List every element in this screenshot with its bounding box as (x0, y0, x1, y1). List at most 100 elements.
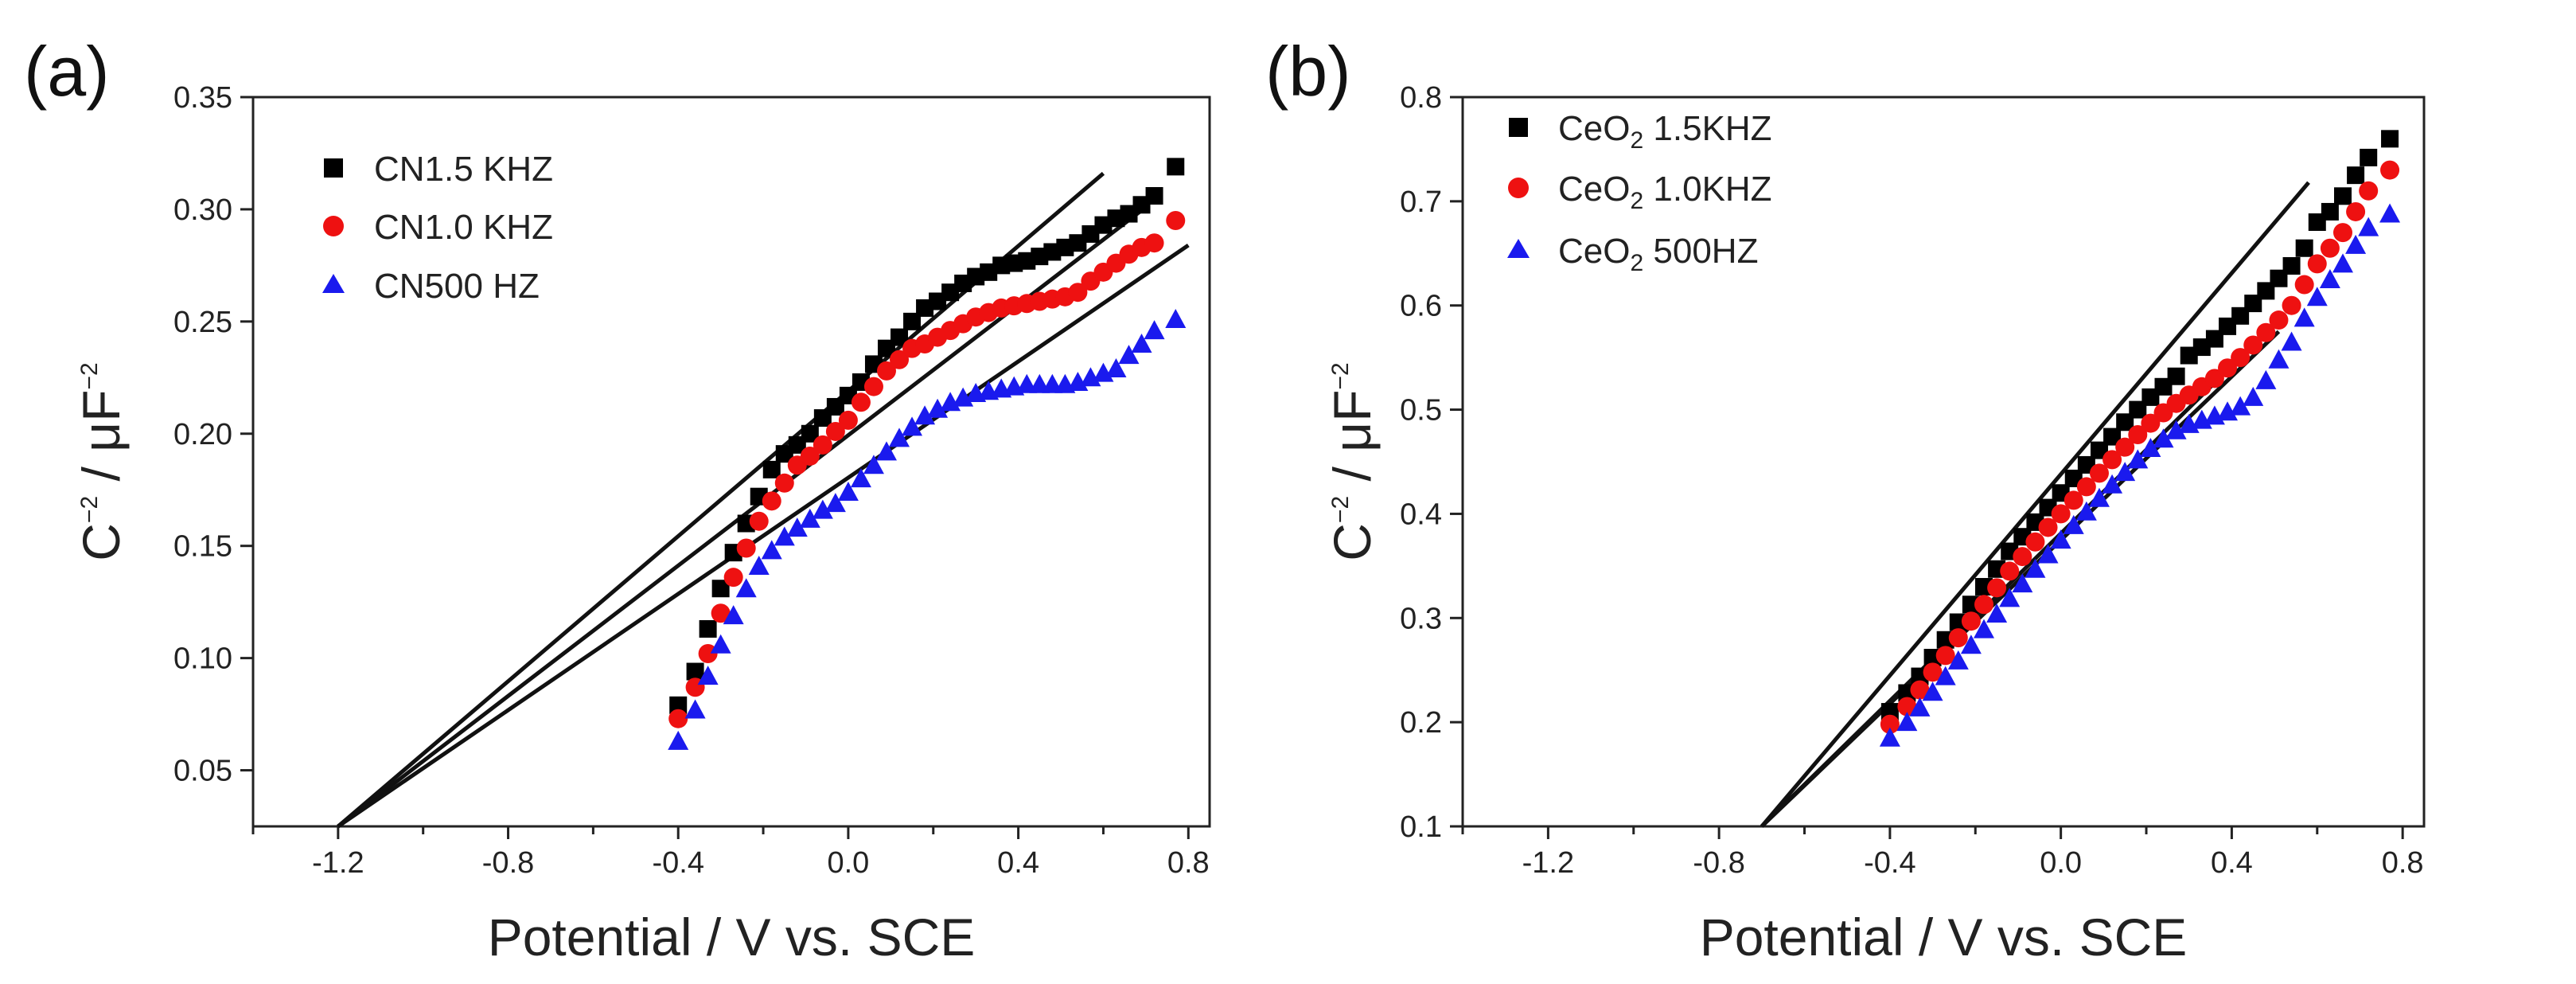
triangle-point (875, 441, 897, 461)
triangle-point (2025, 558, 2046, 578)
x-tick-label: -0.8 (482, 846, 534, 880)
square-point (2321, 202, 2339, 221)
square-point (2090, 441, 2108, 459)
x-tick-label: -0.8 (1693, 846, 1744, 880)
y-tick-label: 0.25 (173, 306, 232, 339)
x-tick-label: -0.4 (652, 846, 703, 880)
panel-a-legend: CN1.5 KHZ CN1.0 KHZ CN500 HZ (322, 150, 553, 306)
triangle-point (799, 508, 820, 528)
circle-point (2282, 295, 2301, 315)
triangle-point (710, 634, 731, 654)
triangle-point (1986, 603, 2008, 623)
circle-point (2380, 160, 2400, 180)
circle-point (2013, 547, 2032, 567)
circle-point (2064, 490, 2083, 510)
y-tick-label: 0.20 (173, 418, 232, 451)
square-point (762, 460, 781, 478)
square-point (903, 312, 922, 330)
triangle-point (1947, 650, 1969, 670)
y-tick-label: 0.10 (173, 642, 232, 676)
square-point (699, 619, 717, 638)
legend-ceo2-500-label: CeO2 500HZ (1558, 232, 1758, 276)
y-tick-label: 0.15 (173, 530, 232, 564)
triangle-point (2037, 544, 2059, 564)
fit-line (1760, 181, 2310, 828)
legend-circle-marker (1508, 178, 1529, 198)
circle-point (2243, 335, 2263, 355)
triangle-point (2140, 437, 2161, 457)
triangle-point (863, 455, 884, 474)
x-tick-label: 0.0 (827, 846, 869, 880)
y-tick-label: 0.1 (1400, 810, 1442, 844)
fit-line (337, 243, 1190, 829)
triangle-point (668, 730, 689, 750)
y-tick-label: 0.6 (1400, 290, 1442, 323)
circle-point (2038, 517, 2058, 537)
circle-point (2141, 413, 2161, 433)
triangle-point (1131, 334, 1152, 353)
circle-point (2231, 348, 2251, 368)
x-tick-label: -0.4 (1864, 846, 1915, 880)
circle-point (2332, 223, 2352, 243)
y-tick-label: 0.35 (173, 81, 232, 115)
y-tick-label: 0.30 (173, 193, 232, 227)
triangle-point (2379, 203, 2401, 223)
circle-point (736, 538, 756, 558)
panel-b-fit-lines (1760, 181, 2310, 828)
circle-point (851, 392, 871, 412)
circle-point (1961, 611, 1981, 631)
triangle-point (2075, 501, 2097, 521)
square-point (2333, 187, 2352, 205)
circle-point (2115, 437, 2135, 457)
square-point (2282, 256, 2301, 275)
circle-point (2076, 477, 2096, 497)
circle-point (2204, 369, 2224, 389)
circle-point (2320, 238, 2340, 258)
panel-a-x-ticks: -1.2 -0.8 -0.4 0.0 0.4 0.8 (251, 826, 1210, 880)
square-point (2360, 148, 2378, 166)
legend-cn500-label: CN500 HZ (374, 267, 540, 306)
legend-cn10-label: CN1.0 KHZ (374, 208, 553, 247)
circle-point (2089, 463, 2109, 483)
triangle-point (2165, 420, 2187, 439)
circle-point (800, 446, 820, 466)
circle-point (762, 491, 781, 511)
circle-point (1166, 211, 1186, 231)
y-tick-label: 0.8 (1400, 81, 1442, 115)
triangle-point (723, 605, 744, 625)
triangle-point (2281, 331, 2302, 351)
triangle-point (684, 699, 706, 719)
circle-point (2218, 358, 2238, 378)
panel-a-label: (a) (24, 32, 110, 111)
circle-point (1897, 697, 1917, 717)
x-tick-label: 0.4 (997, 846, 1039, 880)
y-tick-label: 0.5 (1400, 394, 1442, 428)
y-tick-label: 0.2 (1400, 706, 1442, 740)
triangle-point (2114, 462, 2136, 482)
circle-point (1923, 662, 1943, 682)
circle-point (1880, 714, 1900, 734)
panel-b-plot-frame (1461, 96, 2426, 828)
legend-ceo2-10-label: CeO2 1.0KHZ (1558, 170, 1772, 214)
triangle-point (2088, 487, 2110, 507)
triangle-point (735, 578, 757, 598)
legend-triangle-marker (1507, 239, 1530, 258)
square-point (669, 696, 688, 714)
y-tick-label: 0.7 (1400, 185, 1442, 219)
circle-point (668, 709, 688, 728)
x-tick-label: 0.4 (2211, 846, 2253, 880)
triangle-point (1165, 309, 1187, 329)
circle-point (698, 643, 718, 663)
circle-point (1987, 578, 2007, 598)
circle-point (1974, 595, 1994, 615)
triangle-point (774, 526, 795, 546)
legend-square-marker (324, 158, 343, 178)
panel-b: (b) -1.2 -0.8 -0.4 0.0 0.4 0.8 0.10.20.30.40.… (1265, 32, 2426, 966)
square-point (686, 662, 704, 681)
x-tick-label: 0.8 (1167, 846, 1210, 880)
panel-a-x-axis-title: Potential / V vs. SCE (488, 908, 976, 966)
panel-a-y-axis-title: C−2 / μF−2 (72, 362, 131, 560)
triangle-point (2268, 349, 2290, 369)
circle-point (2294, 275, 2314, 295)
